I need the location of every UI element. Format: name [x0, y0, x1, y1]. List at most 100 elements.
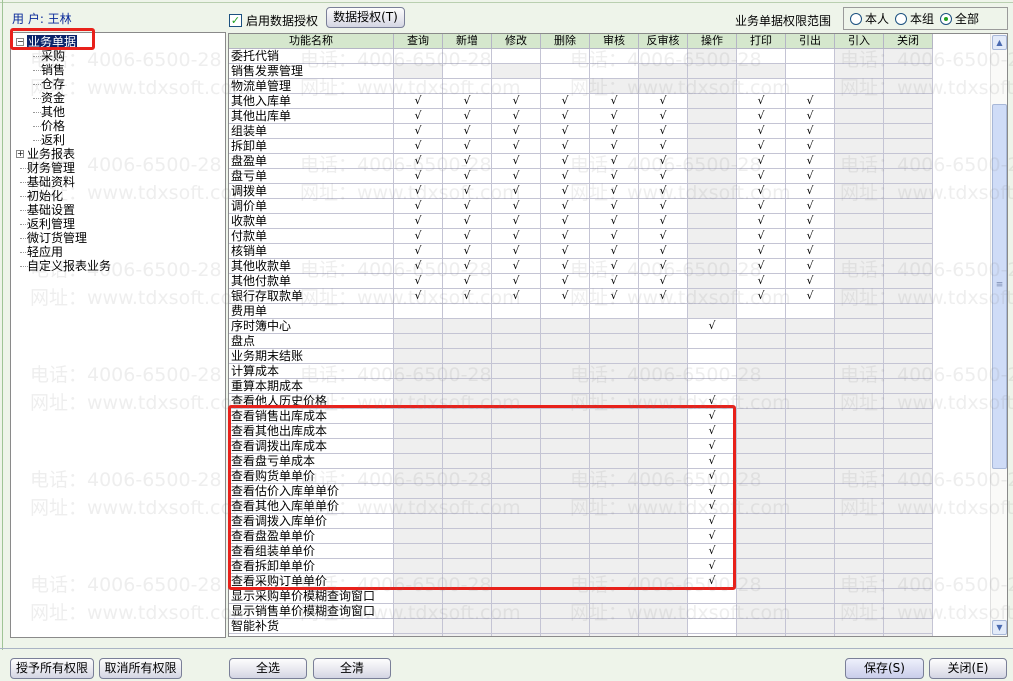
permission-cell-checked[interactable]: √ — [786, 259, 835, 274]
permission-cell-checked[interactable]: √ — [394, 244, 443, 259]
permission-cell-checked[interactable]: √ — [590, 214, 639, 229]
permission-cell-checked[interactable]: √ — [786, 139, 835, 154]
vertical-scrollbar[interactable]: ▲ ≡ ▼ — [990, 34, 1007, 636]
permission-cell-checked[interactable]: √ — [688, 319, 737, 334]
permission-cell-checked[interactable]: √ — [394, 169, 443, 184]
permission-cell-checked[interactable]: √ — [443, 229, 492, 244]
permission-cell-checked[interactable]: √ — [394, 199, 443, 214]
permission-cell-checked[interactable]: √ — [639, 274, 688, 289]
permission-cell-checked[interactable]: √ — [492, 289, 541, 304]
permission-cell-checked[interactable]: √ — [688, 394, 737, 409]
permission-cell[interactable] — [737, 304, 786, 319]
permission-cell[interactable] — [688, 364, 737, 379]
permission-cell-checked[interactable]: √ — [443, 214, 492, 229]
permission-cell[interactable] — [786, 304, 835, 319]
column-header[interactable]: 打印 — [737, 34, 786, 49]
permission-cell-checked[interactable]: √ — [737, 214, 786, 229]
permission-cell-checked[interactable]: √ — [737, 154, 786, 169]
permission-cell-checked[interactable]: √ — [492, 229, 541, 244]
permission-cell[interactable] — [688, 634, 737, 636]
permission-cell-checked[interactable]: √ — [639, 169, 688, 184]
permission-cell[interactable] — [394, 304, 443, 319]
permission-cell[interactable] — [688, 334, 737, 349]
select-all-button[interactable]: 全选 — [229, 658, 307, 679]
permission-cell[interactable] — [394, 79, 443, 94]
permission-cell[interactable] — [688, 604, 737, 619]
permission-cell-checked[interactable]: √ — [443, 109, 492, 124]
column-header[interactable]: 删除 — [541, 34, 590, 49]
data-auth-button[interactable]: 数据授权(T) — [326, 7, 405, 28]
save-button[interactable]: 保存(S) — [845, 658, 924, 679]
permission-cell-checked[interactable]: √ — [394, 184, 443, 199]
permission-cell-checked[interactable]: √ — [541, 169, 590, 184]
permission-cell-checked[interactable]: √ — [394, 214, 443, 229]
tree-item[interactable]: 采购 — [41, 49, 66, 63]
scroll-up-icon[interactable]: ▲ — [992, 35, 1007, 50]
permission-cell-checked[interactable]: √ — [737, 229, 786, 244]
permission-cell-checked[interactable]: √ — [443, 274, 492, 289]
permission-cell-checked[interactable]: √ — [590, 94, 639, 109]
grant-all-button[interactable]: 授予所有权限 — [10, 658, 94, 679]
permission-cell-checked[interactable]: √ — [443, 154, 492, 169]
permission-cell-checked[interactable]: √ — [688, 424, 737, 439]
permission-cell-checked[interactable]: √ — [541, 109, 590, 124]
permission-cell-checked[interactable]: √ — [737, 169, 786, 184]
permission-cell-checked[interactable]: √ — [492, 109, 541, 124]
permission-cell[interactable] — [492, 49, 541, 64]
permission-cell-checked[interactable]: √ — [639, 124, 688, 139]
tree-item[interactable]: 业务单据 — [27, 35, 78, 49]
permission-cell-checked[interactable]: √ — [590, 229, 639, 244]
permission-cell-checked[interactable]: √ — [737, 274, 786, 289]
permission-cell[interactable] — [443, 64, 492, 79]
tree-item[interactable]: 资金 — [41, 91, 66, 105]
permission-cell-checked[interactable]: √ — [590, 154, 639, 169]
expand-icon[interactable]: + — [16, 149, 24, 158]
tree-item[interactable]: 财务管理 — [27, 161, 76, 175]
permission-cell[interactable] — [688, 349, 737, 364]
permission-cell-checked[interactable]: √ — [541, 289, 590, 304]
module-tree[interactable]: − 业务单据 采购 销售 仓存 资金 其他 价格 返利 + 业务报表 财务管理 基础资料 初始化 基础设置返… — [10, 32, 226, 638]
scope-radio-group[interactable]: 本人 本组 全部 — [843, 7, 1008, 30]
tree-item[interactable]: 轻应用 — [27, 245, 64, 259]
permission-cell-checked[interactable]: √ — [590, 244, 639, 259]
permission-cell-checked[interactable]: √ — [737, 289, 786, 304]
permission-cell[interactable] — [590, 304, 639, 319]
permission-cell-checked[interactable]: √ — [541, 184, 590, 199]
permission-cell-checked[interactable]: √ — [737, 244, 786, 259]
permission-cell-checked[interactable]: √ — [492, 199, 541, 214]
permission-cell-checked[interactable]: √ — [639, 184, 688, 199]
permission-cell-checked[interactable]: √ — [639, 109, 688, 124]
permission-cell-checked[interactable]: √ — [688, 469, 737, 484]
permission-cell[interactable] — [541, 64, 590, 79]
permission-cell[interactable] — [688, 589, 737, 604]
column-header[interactable]: 引出 — [786, 34, 835, 49]
permission-cell-checked[interactable]: √ — [492, 124, 541, 139]
scope-radio-all[interactable]: 全部 — [940, 10, 979, 27]
revoke-all-button[interactable]: 取消所有权限 — [99, 658, 182, 679]
permission-cell-checked[interactable]: √ — [541, 244, 590, 259]
permission-cell-checked[interactable]: √ — [786, 199, 835, 214]
tree-item[interactable]: 返利管理 — [27, 217, 76, 231]
permission-cell-checked[interactable]: √ — [639, 154, 688, 169]
permission-cell-checked[interactable]: √ — [786, 124, 835, 139]
permission-cell[interactable] — [786, 49, 835, 64]
permission-cell-checked[interactable]: √ — [786, 244, 835, 259]
tree-item[interactable]: 销售 — [41, 63, 66, 77]
collapse-icon[interactable]: − — [16, 37, 24, 46]
permission-cell-checked[interactable]: √ — [786, 214, 835, 229]
permission-cell-checked[interactable]: √ — [737, 139, 786, 154]
permission-cell[interactable] — [394, 49, 443, 64]
scroll-down-icon[interactable]: ▼ — [992, 620, 1007, 635]
permission-cell-checked[interactable]: √ — [541, 229, 590, 244]
permission-cell-checked[interactable]: √ — [688, 514, 737, 529]
permission-cell-checked[interactable]: √ — [786, 289, 835, 304]
permission-cell-checked[interactable]: √ — [443, 199, 492, 214]
radio-icon[interactable] — [895, 12, 908, 25]
permission-cell-checked[interactable]: √ — [688, 484, 737, 499]
permission-cell-checked[interactable]: √ — [737, 109, 786, 124]
permission-cell[interactable] — [541, 304, 590, 319]
tree-item[interactable]: 业务报表 — [27, 147, 76, 161]
permission-cell-checked[interactable]: √ — [639, 94, 688, 109]
permission-cell-checked[interactable]: √ — [443, 124, 492, 139]
clear-all-button[interactable]: 全清 — [313, 658, 391, 679]
